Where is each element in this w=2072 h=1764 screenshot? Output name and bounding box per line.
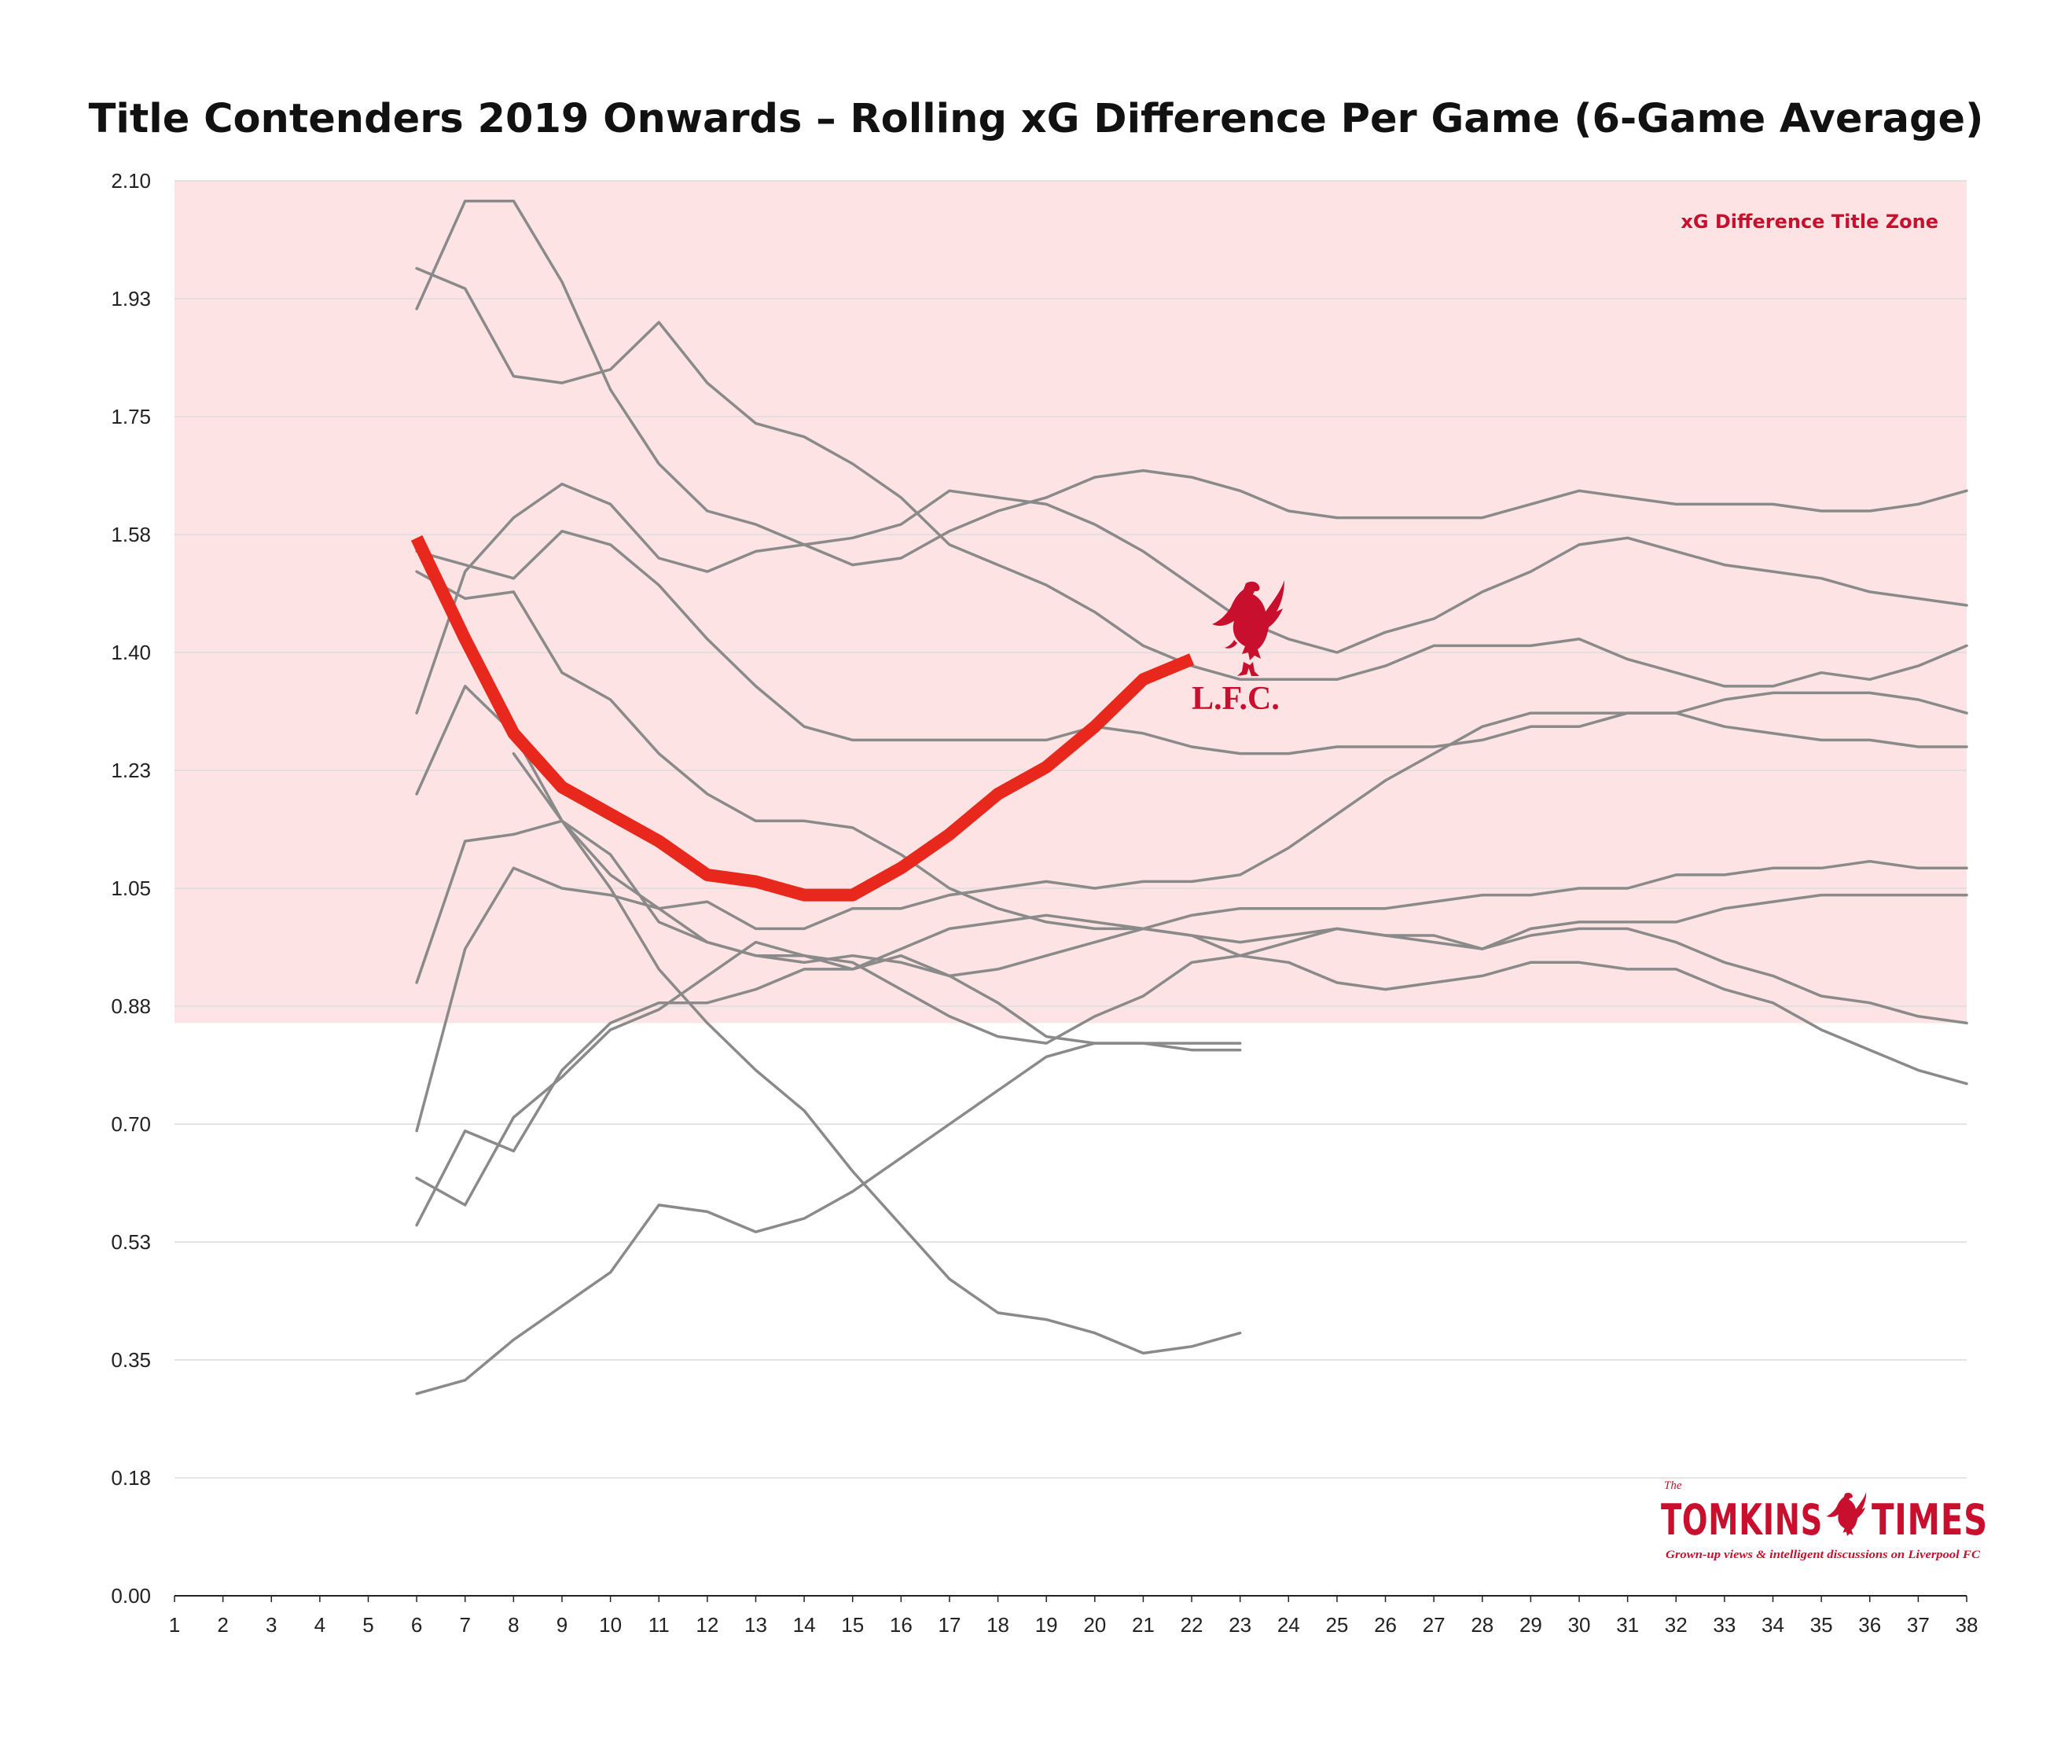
y-tick-label: 0.53 [111,1230,151,1254]
x-tick-label: 5 [362,1613,373,1637]
gridlines: 0.00 0.18 0.35 0.53 0.70 0.88 1.05 1.23 1.40 1.58… [111,169,1967,1608]
x-tick-label: 6 [411,1613,422,1637]
x-tick-label: 24 [1277,1613,1300,1637]
y-tick-label: 1.58 [111,523,151,546]
x-tick-label: 38 [1956,1613,1978,1637]
x-tick-label: 3 [266,1613,277,1637]
y-tick-label: 1.05 [111,876,151,900]
x-tick-label: 17 [938,1613,961,1637]
x-tick-label: 12 [696,1613,718,1637]
y-tick-label: 1.23 [111,759,151,782]
chart-title: Title Contenders 2019 Onwards – Rolling … [89,96,1984,142]
lfc-wordmark: L.F.C. [1192,681,1280,717]
y-tick-label: 0.00 [111,1584,151,1608]
x-tick-label: 21 [1132,1613,1155,1637]
y-tick-label: 1.93 [111,287,151,311]
brand-name-2: TIMES [1872,1495,1988,1545]
y-tick-label: 0.88 [111,994,151,1018]
brand-prefix: The [1664,1479,1682,1492]
x-tick-label: 1 [169,1613,180,1637]
series-line-9 [415,913,1968,1207]
x-tick-label: 27 [1423,1613,1446,1637]
title-zone-band [175,181,1967,1023]
series-line-4 [415,529,1968,755]
x-tick-label: 20 [1083,1613,1106,1637]
x-tick-label: 29 [1519,1613,1542,1637]
tomkins-times-logo: The TOMKINS TIMES Grown-up views & intel… [1661,1479,1988,1561]
y-tick-label: 1.75 [111,405,151,428]
x-tick-label: 19 [1035,1613,1058,1637]
series-line-11 [415,1042,1242,1395]
x-tick-label: 18 [986,1613,1009,1637]
x-tick-label: 7 [459,1613,470,1637]
x-tick-label: 35 [1810,1613,1833,1637]
y-tick-label: 0.35 [111,1348,151,1372]
title-zone-label: xG Difference Title Zone [1681,211,1938,233]
liverbird-icon [1212,580,1284,676]
brand-tagline: Grown-up views & intelligent discussions… [1666,1549,1981,1561]
x-tick-label: 22 [1181,1613,1203,1637]
x-tick-label: 33 [1713,1613,1736,1637]
series-line-6 [415,685,1968,1045]
title-zone: xG Difference Title Zone [175,181,1967,1023]
x-tick-label: 23 [1229,1613,1251,1637]
x-tick-label: 13 [744,1613,767,1637]
y-tick-label: 0.70 [111,1112,151,1136]
x-tick-label: 2 [217,1613,228,1637]
series-line-8 [415,859,1968,1133]
x-tick-label: 34 [1762,1613,1784,1637]
x-tick-label: 36 [1858,1613,1881,1637]
x-tick-label: 14 [793,1613,816,1637]
y-tick-label: 0.18 [111,1466,151,1490]
x-tick-label: 30 [1568,1613,1591,1637]
x-tick-label: 37 [1907,1613,1930,1637]
x-tick-label: 32 [1665,1613,1688,1637]
y-tick-label: 2.10 [111,169,151,193]
liverpool-series-line [410,535,1195,902]
x-tick-label: 4 [314,1613,325,1637]
x-tick-label: 10 [599,1613,622,1637]
brand-liverbird-icon [1826,1491,1867,1536]
axes: 1 2 3 4 5 6 7 8 9 10 11 12 13 14 15 16 17 18 19 20 21 22 23 24 2… [169,1595,1978,1637]
brand-name: TOMKINS [1661,1495,1823,1545]
y-tick-label: 1.40 [111,641,151,664]
x-tick-label: 25 [1325,1613,1348,1637]
series-line-1 [415,199,1968,567]
series-line-12 [512,752,1242,1355]
x-tick-label: 8 [508,1613,519,1637]
x-tick-label: 28 [1471,1613,1493,1637]
x-tick-label: 31 [1616,1613,1639,1637]
series-lines [410,199,1968,1395]
x-tick-label: 16 [890,1613,913,1637]
x-tick-label: 26 [1374,1613,1397,1637]
series-line-3 [415,482,1968,715]
x-tick-label: 9 [557,1613,568,1637]
x-tick-label: 11 [648,1613,670,1637]
x-tick-label: 15 [841,1613,864,1637]
lfc-crest-logo: L.F.C. [1192,580,1284,717]
series-line-7 [415,691,1968,984]
